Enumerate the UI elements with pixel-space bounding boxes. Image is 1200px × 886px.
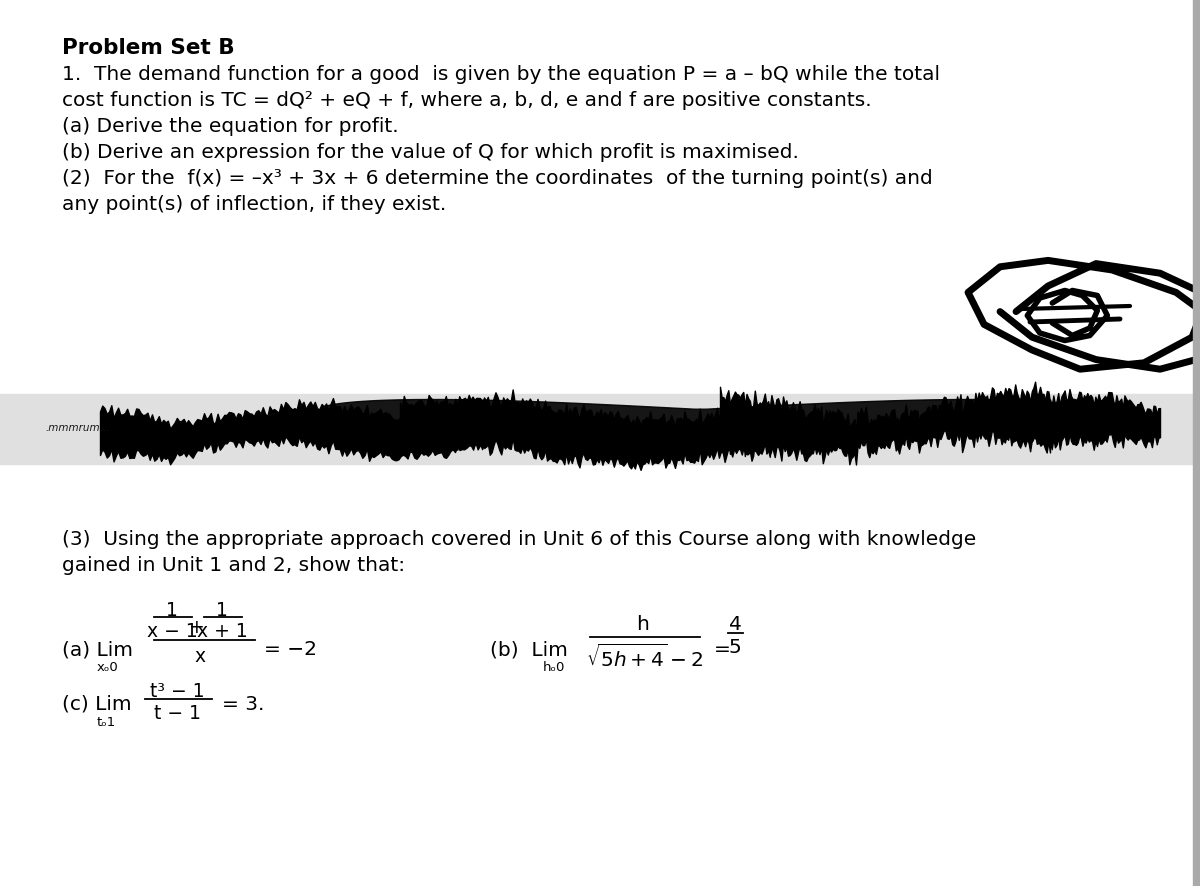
Text: 5: 5 <box>728 637 742 657</box>
Text: Problem Set B: Problem Set B <box>62 38 235 58</box>
Text: (a) Lim: (a) Lim <box>62 640 133 658</box>
Text: = 3.: = 3. <box>222 695 264 713</box>
Text: 1: 1 <box>216 601 228 619</box>
Text: tₒ1: tₒ1 <box>97 715 116 728</box>
Text: (b) Derive an expression for the value of Q for which profit is maximised.: (b) Derive an expression for the value o… <box>62 143 799 162</box>
Text: (c) Lim: (c) Lim <box>62 695 132 713</box>
Text: 1: 1 <box>166 601 178 619</box>
Text: x − 1: x − 1 <box>146 621 197 641</box>
Text: (2)  For the  f(x) = –x³ + 3x + 6 determine the coordinates  of the turning poin: (2) For the f(x) = –x³ + 3x + 6 determin… <box>62 169 932 188</box>
Text: 1.  The demand function for a good  is given by the equation P = a – bQ while th: 1. The demand function for a good is giv… <box>62 65 940 84</box>
Text: xₒ0: xₒ0 <box>97 660 119 673</box>
Text: 4: 4 <box>728 614 742 633</box>
Text: x + 1: x + 1 <box>197 621 247 641</box>
Text: hₒ0: hₒ0 <box>542 660 565 673</box>
Text: t³ − 1: t³ − 1 <box>150 681 204 700</box>
Text: $\sqrt{5h+4}-2$: $\sqrt{5h+4}-2$ <box>587 643 703 671</box>
Text: (a) Derive the equation for profit.: (a) Derive the equation for profit. <box>62 117 398 136</box>
Text: x: x <box>194 646 205 665</box>
Bar <box>0 394 1200 464</box>
Text: =: = <box>714 640 731 658</box>
Text: +: + <box>190 618 205 636</box>
Text: h: h <box>636 614 649 633</box>
Text: .mmmrum...: .mmmrum... <box>46 423 109 432</box>
Text: t − 1: t − 1 <box>154 703 200 722</box>
Text: (3)  Using the appropriate approach covered in Unit 6 of this Course along with : (3) Using the appropriate approach cover… <box>62 530 977 548</box>
Text: any point(s) of inflection, if they exist.: any point(s) of inflection, if they exis… <box>62 195 446 214</box>
Bar <box>1193 0 1200 886</box>
Text: gained in Unit 1 and 2, show that:: gained in Unit 1 and 2, show that: <box>62 556 406 574</box>
Text: = −2: = −2 <box>264 640 317 658</box>
Text: cost function is TC = dQ² + eQ + f, where a, b, d, e and f are positive constant: cost function is TC = dQ² + eQ + f, wher… <box>62 91 871 110</box>
Text: (b)  Lim: (b) Lim <box>490 640 568 658</box>
